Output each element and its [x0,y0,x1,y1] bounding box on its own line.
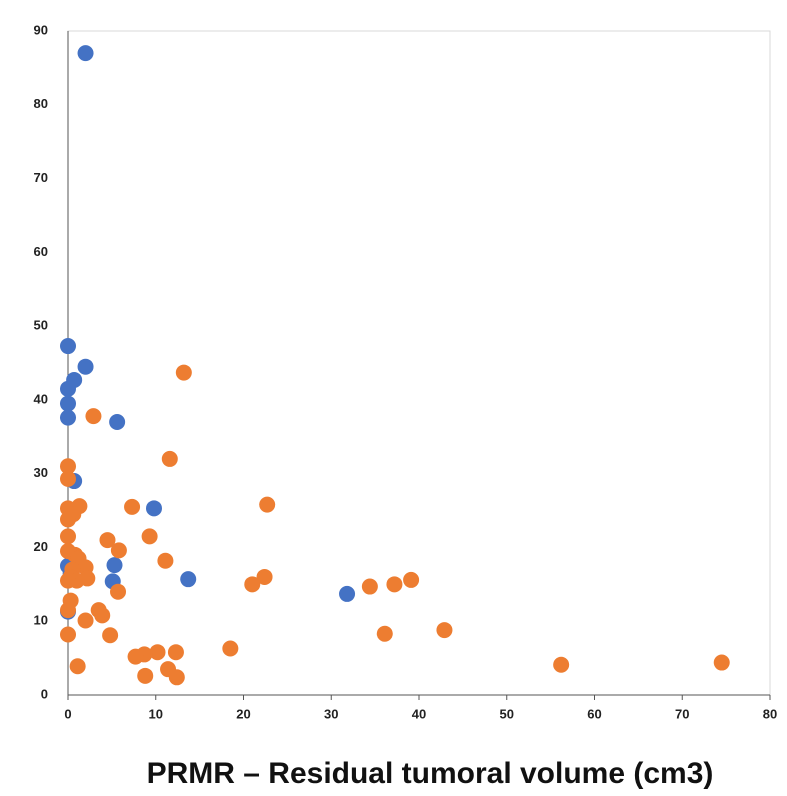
point [161,450,178,467]
point [436,622,453,639]
point [60,572,76,589]
point [85,408,102,425]
y-tick-label: 40 [34,391,48,406]
y-tick-label: 0 [41,686,48,701]
y-tick-label: 30 [34,465,48,480]
y-tick-label: 80 [34,96,48,111]
x-tick-label: 60 [587,706,601,721]
point [77,612,94,629]
point [127,648,144,665]
point [102,627,119,644]
y-tick-label: 50 [34,318,48,333]
point [60,458,76,475]
point [94,607,111,624]
point [110,583,127,600]
plot-frame [67,30,771,696]
point [77,358,94,375]
point [145,500,162,517]
point [339,585,356,602]
point [137,667,154,684]
y-tick-label: 60 [34,244,48,259]
point [110,542,127,559]
x-axis-title: PRMR – Residual tumoral volume (cm3) [147,757,714,790]
point [60,380,76,397]
point [124,498,141,515]
point [256,568,273,585]
point [149,644,166,661]
point [361,578,378,595]
point [60,511,76,528]
x-tick-label: 80 [763,706,777,721]
point [106,557,123,574]
point [60,470,76,487]
y-tick-label: 10 [34,613,48,628]
point [168,669,185,686]
x-tick-label: 20 [236,706,250,721]
y-tick-label: 90 [34,22,48,37]
x-tick-label: 50 [500,706,514,721]
point [175,364,192,381]
point [259,496,276,513]
point [167,644,184,661]
point [403,571,420,588]
point [109,414,126,431]
x-tick-label: 10 [149,706,163,721]
point [60,626,76,643]
x-tick-label: 40 [412,706,426,721]
point [222,640,239,657]
point [713,654,730,671]
y-tick-label: 20 [34,539,48,554]
x-tick-label: 0 [64,706,71,721]
y-tick-label: 70 [34,170,48,185]
point [553,656,570,673]
x-tick-label: 70 [675,706,689,721]
point [99,532,116,549]
point [60,409,76,426]
point [60,528,76,545]
point [157,552,174,569]
point [77,45,94,62]
point [244,576,261,593]
point [180,571,197,588]
point [60,395,76,412]
point [60,338,76,355]
point [386,576,403,593]
point [376,625,393,642]
point [69,658,86,675]
point [141,528,158,545]
point [60,602,76,619]
x-tick-label: 30 [324,706,338,721]
